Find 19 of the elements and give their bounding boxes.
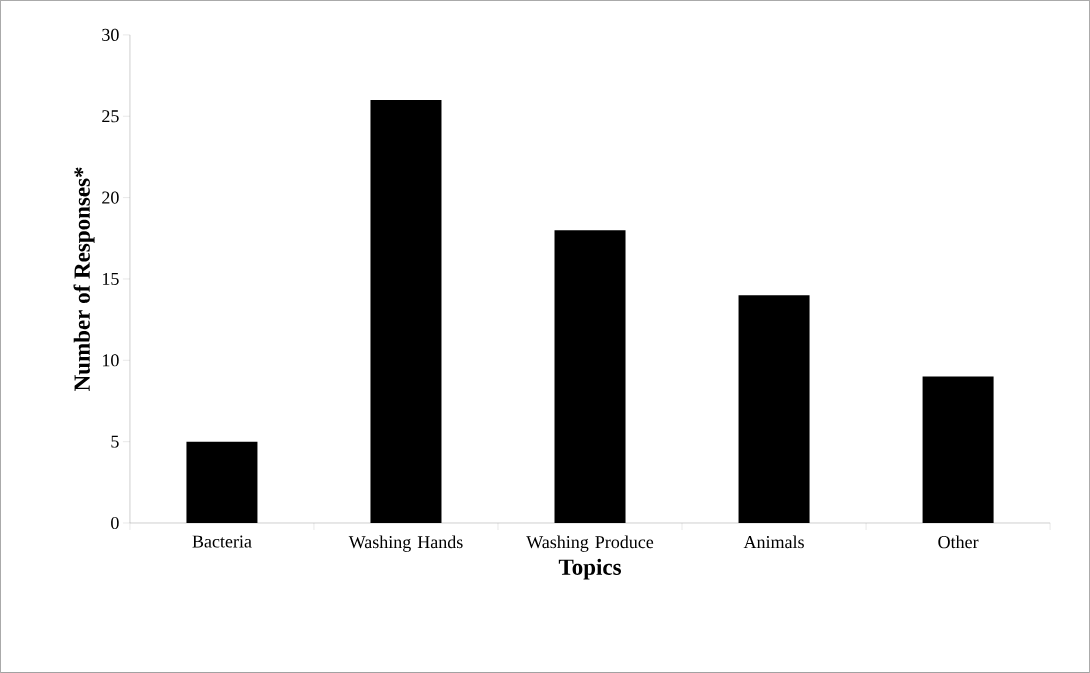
bar <box>922 376 994 524</box>
y-axis-title: Number of Responses* <box>73 167 95 392</box>
y-tick-label: 25 <box>102 110 119 123</box>
bar <box>370 100 442 524</box>
x-tick-label: Other <box>938 535 979 549</box>
x-tick-label: Washing Hands <box>348 535 463 552</box>
y-tick-label: 15 <box>102 272 119 285</box>
x-tick-label: Bacteria <box>192 535 252 548</box>
x-tick-label: Animals <box>743 535 804 549</box>
bar <box>186 441 258 524</box>
y-tick-label: 20 <box>102 191 119 204</box>
bar <box>738 295 810 524</box>
y-tick-label: 5 <box>111 435 119 448</box>
bar <box>554 230 626 524</box>
y-tick-label: 0 <box>111 516 119 530</box>
x-axis-title: Topics <box>558 558 622 580</box>
y-tick-label: 10 <box>102 354 119 367</box>
x-tick-label: Washing Produce <box>526 535 654 552</box>
y-tick-label: 30 <box>102 28 119 41</box>
